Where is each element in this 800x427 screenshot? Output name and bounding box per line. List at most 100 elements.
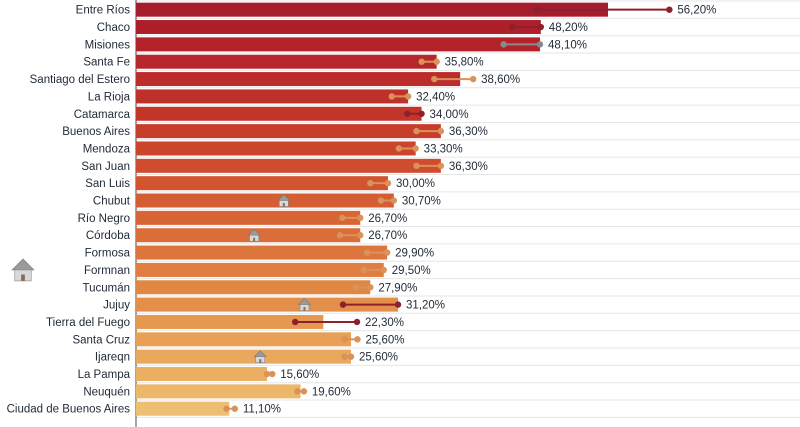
house-door <box>253 237 256 242</box>
bar <box>136 245 388 260</box>
house-door <box>303 307 306 311</box>
bar <box>136 297 399 312</box>
bar <box>136 141 416 156</box>
value-label: 25,60% <box>359 352 398 364</box>
category-label: Tucumán <box>82 282 130 294</box>
range-marker <box>537 23 545 31</box>
bar <box>136 332 352 347</box>
range-marker <box>500 41 507 48</box>
value-label: 11,10% <box>243 404 281 416</box>
bar <box>136 37 540 52</box>
bar <box>136 210 361 225</box>
range-marker <box>413 127 420 135</box>
house-door <box>259 359 262 363</box>
category-label: Jujuy <box>103 300 130 312</box>
range-marker <box>404 93 412 100</box>
range-marker <box>339 214 346 222</box>
bar <box>136 158 441 173</box>
range-marker <box>413 162 420 170</box>
value-label: 36,30% <box>449 126 488 138</box>
bar <box>136 2 608 17</box>
value-label: 38,60% <box>481 74 520 86</box>
range-marker <box>418 110 425 117</box>
category-label: Formnan <box>84 265 130 277</box>
bar <box>136 367 268 382</box>
bar <box>136 54 437 69</box>
range-marker <box>347 353 355 360</box>
house-door <box>282 203 285 207</box>
range-marker <box>412 145 419 152</box>
range-marker <box>353 284 360 291</box>
category-label: Córdoba <box>86 230 131 242</box>
value-label: 30,00% <box>396 178 435 190</box>
value-label: 34,00% <box>430 109 469 121</box>
range-marker <box>404 110 411 117</box>
category-label: Ijareqn <box>95 352 130 364</box>
value-label: 30,70% <box>402 196 441 208</box>
value-label: 15,60% <box>280 369 319 381</box>
range-marker <box>263 370 271 378</box>
value-label: 36,30% <box>449 161 488 173</box>
value-label: 25,60% <box>365 334 404 346</box>
range-marker <box>223 405 230 412</box>
range-marker <box>431 75 438 83</box>
range-marker <box>360 266 368 274</box>
range-marker <box>418 58 425 65</box>
range-marker <box>390 197 398 204</box>
range-marker <box>469 75 477 83</box>
range-marker <box>367 179 374 187</box>
category-label: La Pampa <box>78 369 131 381</box>
bar <box>136 349 352 364</box>
range-marker <box>509 23 516 31</box>
value-label: 35,80% <box>445 57 484 69</box>
bar <box>136 280 371 295</box>
category-label: Misiones <box>85 39 131 51</box>
category-label: Santa Cruz <box>72 334 130 346</box>
value-label: 48,10% <box>548 39 587 51</box>
value-label: 29,50% <box>392 265 431 277</box>
category-label: Río Negro <box>78 213 130 225</box>
range-marker <box>666 6 673 13</box>
range-marker <box>394 301 402 308</box>
bar <box>136 401 230 416</box>
category-label: San Juan <box>81 161 130 173</box>
value-label: 22,30% <box>365 317 404 329</box>
range-marker <box>339 301 347 308</box>
value-label: 32,40% <box>416 91 455 103</box>
category-label: Chubut <box>93 196 131 208</box>
range-marker <box>534 6 541 13</box>
range-marker <box>383 249 391 256</box>
label-column-bg <box>0 0 136 427</box>
bar <box>136 176 388 191</box>
range-marker <box>353 318 361 326</box>
category-label: La Rioja <box>88 91 131 103</box>
value-label: 26,70% <box>368 230 407 242</box>
range-marker <box>294 388 301 395</box>
value-label: 19,60% <box>312 386 351 398</box>
value-label: 26,70% <box>368 213 407 225</box>
category-label: San Luis <box>85 178 130 190</box>
house-icon <box>247 228 261 242</box>
bar <box>136 20 541 35</box>
category-label: Entre Ríos <box>76 5 131 17</box>
bar <box>136 72 461 87</box>
range-marker <box>300 388 308 395</box>
value-label: 33,30% <box>424 143 463 155</box>
bar <box>136 89 409 104</box>
range-marker <box>341 336 348 343</box>
range-marker <box>536 41 544 48</box>
category-label: Chaco <box>97 22 130 34</box>
category-label: Buenos Aires <box>62 126 130 138</box>
range-marker <box>395 145 403 152</box>
range-marker <box>336 232 344 239</box>
house-icon <box>277 194 291 207</box>
category-label: Santiago del Estero <box>30 74 130 86</box>
range-marker <box>354 336 361 343</box>
range-marker <box>377 197 385 204</box>
range-marker <box>231 405 239 412</box>
value-label: 48,20% <box>549 22 588 34</box>
category-label: Mendoza <box>83 143 131 155</box>
bar <box>136 106 422 121</box>
range-marker <box>388 93 395 100</box>
